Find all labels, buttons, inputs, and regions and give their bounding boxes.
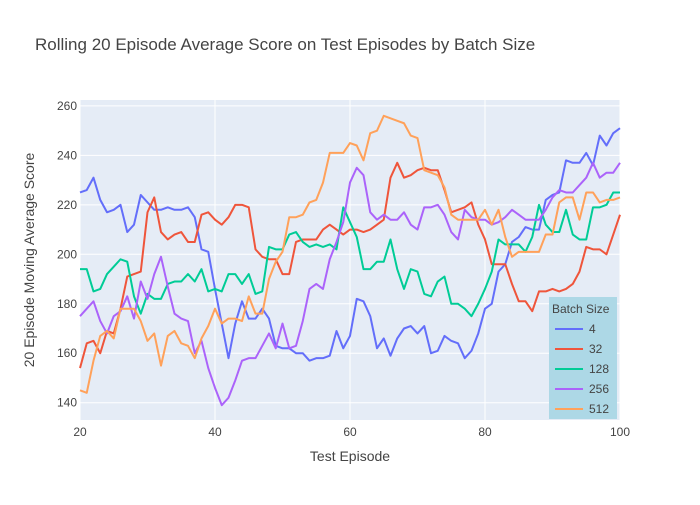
legend-box (549, 297, 617, 419)
x-tick-label: 40 (208, 425, 222, 439)
x-axis-title: Test Episode (310, 448, 390, 464)
y-tick-label: 200 (57, 247, 77, 261)
series-line (79, 127, 621, 362)
y-tick-label: 160 (57, 346, 77, 360)
x-tick-label: 20 (73, 425, 87, 439)
chart-title: Rolling 20 Episode Average Score on Test… (35, 35, 535, 54)
x-tick-label: 60 (343, 425, 357, 439)
y-tick-label: 140 (57, 396, 77, 410)
legend-label[interactable]: 4 (589, 322, 596, 336)
legend-label[interactable]: 128 (589, 362, 609, 376)
y-tick-label: 180 (57, 297, 77, 311)
series-line (79, 114, 621, 394)
series-line (79, 161, 621, 369)
series-line (80, 191, 620, 318)
x-tick-label: 100 (610, 425, 630, 439)
y-axis-title: 20 Episode Moving Average Score (21, 153, 37, 368)
legend: Batch Size 4 32 128 256 512 (549, 297, 617, 419)
x-tick-label: 80 (478, 425, 492, 439)
legend-label[interactable]: 512 (589, 402, 609, 416)
lines (79, 114, 621, 407)
legend-title: Batch Size (552, 302, 610, 316)
legend-label[interactable]: 32 (589, 342, 603, 356)
y-tick-label: 240 (57, 148, 77, 162)
series-line (79, 161, 621, 407)
y-tick-label: 220 (57, 198, 77, 212)
y-tick-label: 260 (57, 99, 77, 113)
legend-label[interactable]: 256 (589, 382, 609, 396)
